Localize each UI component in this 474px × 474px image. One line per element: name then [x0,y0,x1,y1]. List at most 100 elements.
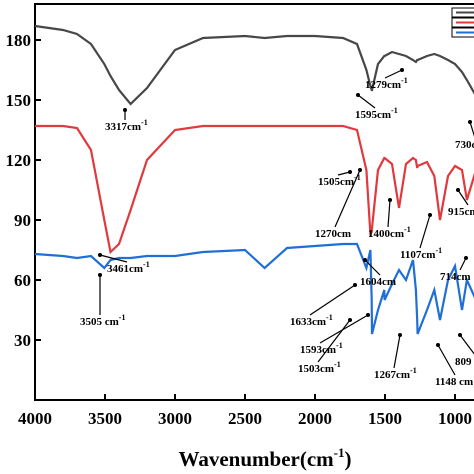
x-tick-label: 3000 [158,409,192,428]
annotation: 1633cm-1 [290,313,333,328]
x-tick-label: 2000 [298,409,332,428]
annotation-arrow [387,199,391,228]
annotation-arrow [309,284,356,316]
annotation-arrowhead [348,170,352,174]
annotation-arrowhead [436,343,440,347]
y-tick-label: 180 [6,31,32,50]
annotation-text: 3461cm [107,263,143,275]
annotation-arrow [319,314,369,344]
annotation-arrowhead [366,313,370,317]
x-tick-label: 1500 [368,409,402,428]
annotation: 1593cm-1 [300,341,343,356]
annotation-text: 1400cm [368,228,404,240]
x-axis-title-sup: -1 [334,445,345,460]
annotation: 1595cm-1 [355,106,398,121]
x-axis-title: Wavenumber(cm-1) [179,445,352,471]
annotation-arrowhead [353,283,357,287]
y-tick-label: 120 [6,151,32,170]
annotation: 1148 cm [435,376,473,388]
annotation: 1400cm-1 [368,225,411,240]
annotation-text: 1505cm [318,176,354,188]
annotation-arrowhead [348,318,352,322]
annotation: 3317cm-1 [105,118,148,133]
annotation-arrow [469,121,474,137]
annotation: 1505cm-1 [318,173,361,188]
annotation: 1267cm-1 [374,366,417,381]
annotation-text: 1593cm [300,344,336,356]
annotation-arrow [334,169,361,228]
annotation-text: 1279cm [365,79,401,91]
annotation: 1107cm-1 [400,246,442,261]
annotation-arrowhead [468,120,472,124]
annotation-text: 1604cm [360,276,396,288]
annotation-arrow [457,189,469,206]
x-axis-title-close: ) [345,447,352,471]
annotation-text: 1595cm [355,109,391,121]
annotation-text: 1267cm [374,369,410,381]
y-tick-label: 60 [14,271,31,290]
annotation-arrowhead [398,333,402,337]
annotation-arrowhead [356,93,360,97]
annotation: 1279cm-1 [365,76,408,91]
annotation-arrowhead [358,168,362,172]
series-line [34,24,474,106]
annotation-arrowhead [428,213,432,217]
annotation: 730cm [455,139,474,151]
annotation-sup: -1 [391,106,398,115]
y-tick-label: 90 [14,211,31,230]
annotation-text: 1270cm [315,228,351,240]
x-axis-title-main: Wavenumber(cm [179,447,335,471]
series-line [35,124,474,255]
annotation-text: 1107cm [400,249,435,261]
x-tick-label: 1000 [438,409,472,428]
annotation-arrowhead [98,253,102,257]
annotation-sup: -1 [404,225,411,234]
annotation-arrow [393,334,401,369]
annotation-arrowhead [458,333,462,337]
annotation-text: 730cm [455,139,474,151]
annotation-sup: -1 [435,246,442,255]
annotation: 714cm [440,271,471,283]
annotation: 1270cm [315,228,351,240]
annotation-arrowhead [363,258,367,262]
x-tick-label: 4000 [18,409,52,428]
annotation-text: 714cm [440,271,471,283]
annotation-arrowhead [388,198,392,202]
annotation-arrow [364,259,381,276]
annotation-arrow [317,319,351,363]
y-tick-label: 150 [6,91,32,110]
annotation-arrow [437,344,456,376]
annotation-arrowhead [123,108,127,112]
annotation-text: 3317cm [105,121,141,133]
annotation-arrow [384,69,403,79]
annotation-sup: -1 [119,313,126,322]
annotation-arrow [459,257,467,271]
annotation-arrow [357,94,376,109]
annotation-text: 1503cm [298,363,334,375]
annotation: 1604cm [360,276,396,288]
annotation-sup: -1 [141,118,148,127]
annotation-arrow [337,171,351,176]
annotation-text: 1633cm [290,316,326,328]
annotation-text: 915cm [448,206,474,218]
plot-frame [34,3,474,401]
x-tick-label: 3500 [88,409,122,428]
annotation-text: 1148 cm [435,376,473,388]
y-tick-label: 30 [14,331,31,350]
annotation-arrowhead [456,188,460,192]
annotation-sup: -1 [401,76,408,85]
annotation-arrowhead [400,68,404,72]
series-line [34,242,474,335]
annotation-sup: -1 [410,366,417,375]
annotation-arrow [419,214,431,249]
annotation-sup: -1 [336,341,343,350]
annotation-sup: -1 [326,313,333,322]
annotation-arrowhead [98,273,102,277]
annotation: 3505 cm-1 [80,313,125,328]
annotation-sup: -1 [143,260,150,269]
annotation-text: 809 [455,356,472,368]
annotation-sup: -1 [334,360,341,369]
annotation: 3461cm-1 [107,260,150,275]
annotation-sup: -1 [354,173,361,182]
